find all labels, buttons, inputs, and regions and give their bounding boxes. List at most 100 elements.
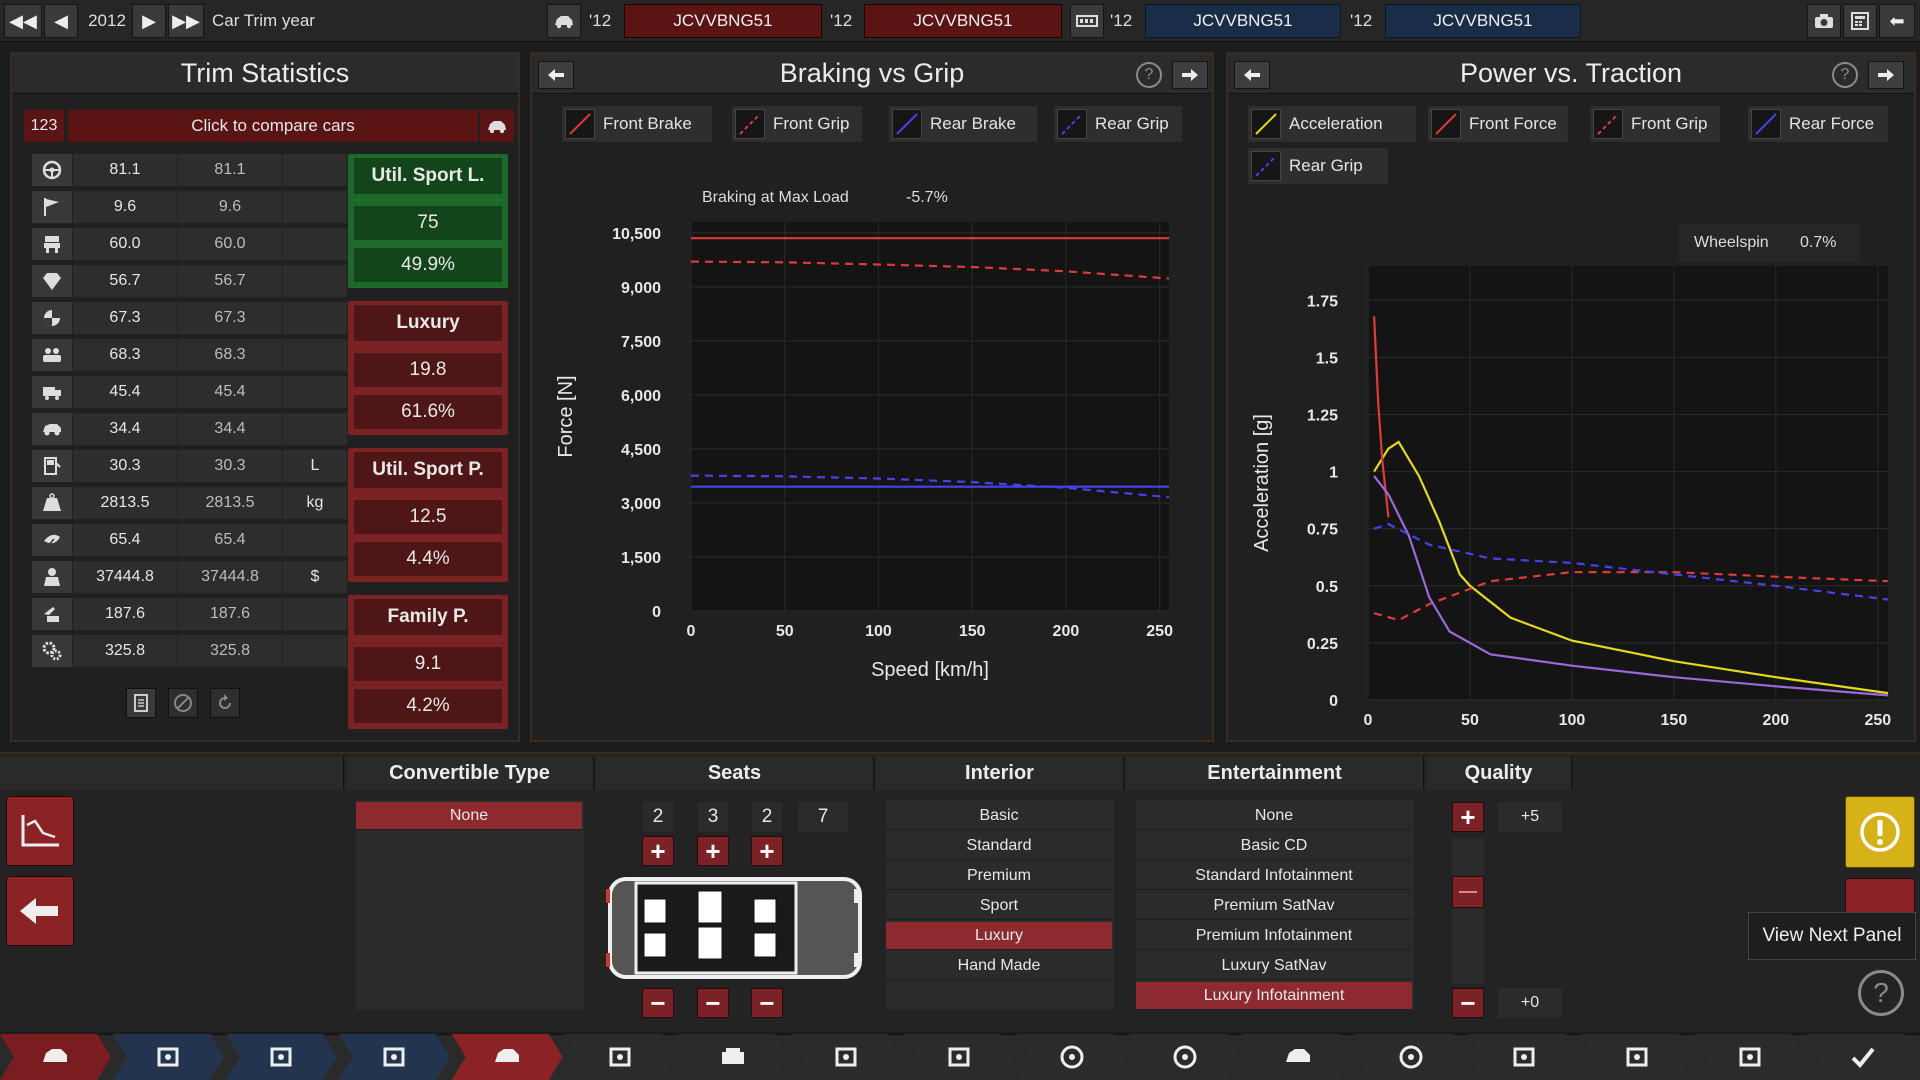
quality-decrease-button[interactable]: − — [1452, 988, 1484, 1018]
prev-chart-icon[interactable] — [538, 61, 574, 89]
legend-front-force[interactable]: Front Force — [1428, 106, 1568, 142]
entertainment-option[interactable]: None — [1136, 802, 1412, 830]
reset-icon[interactable] — [210, 688, 240, 718]
camera-icon[interactable] — [1807, 4, 1841, 38]
rewind-icon[interactable]: ◀◀ — [4, 4, 42, 38]
nav-tab-suspension[interactable] — [226, 1034, 337, 1080]
remove-front-seat-button[interactable]: − — [642, 988, 674, 1018]
remove-rear-seat-button[interactable]: − — [751, 988, 783, 1018]
prev-year-icon[interactable]: ◀ — [44, 4, 78, 38]
entertainment-option[interactable]: Luxury Infotainment — [1136, 982, 1412, 1010]
plot-area — [691, 222, 1169, 611]
nav-tab-safety[interactable] — [1581, 1034, 1692, 1080]
nav-tab-tyre[interactable] — [1016, 1034, 1127, 1080]
prev-chart-icon[interactable] — [1234, 61, 1270, 89]
add-rear-seat-button[interactable]: + — [751, 836, 783, 866]
nav-tab-trim[interactable] — [452, 1034, 563, 1080]
fast-forward-icon[interactable]: ▶▶ — [168, 4, 204, 38]
remove-middle-seat-button[interactable]: − — [697, 988, 729, 1018]
warning-button[interactable] — [1845, 796, 1915, 868]
help-icon[interactable]: ? — [1832, 62, 1858, 88]
warning-icon — [1860, 812, 1900, 852]
legend-rear-grip[interactable]: Rear Grip — [1248, 148, 1388, 184]
nav-tab-seats-tab[interactable] — [565, 1034, 676, 1080]
car-1-selector[interactable]: JCVVBNG51 — [624, 4, 822, 38]
cancel-icon[interactable] — [168, 688, 198, 718]
add-middle-seat-button[interactable]: + — [697, 836, 729, 866]
series-front-grip — [1373, 571, 1889, 622]
legend-front-grip[interactable]: Front Grip — [1590, 106, 1720, 142]
interior-option[interactable]: Basic — [886, 802, 1112, 830]
back-arrow-icon[interactable]: ⬅ — [1879, 4, 1915, 38]
convertible-option[interactable]: None — [356, 802, 582, 830]
interior-option[interactable]: Hand Made — [886, 952, 1112, 980]
category-block[interactable]: Util. Sport L. 75 49.9% — [348, 154, 508, 288]
interior-option[interactable]: Luxury — [886, 922, 1112, 950]
quality-slider-track[interactable] — [1452, 838, 1484, 984]
nav-tab-body[interactable] — [0, 1034, 111, 1080]
back-button[interactable] — [6, 876, 74, 946]
category-block[interactable]: Family P. 9.1 4.2% — [348, 595, 508, 729]
stat-value-current: 60.0 — [72, 228, 177, 261]
entertainment-option[interactable]: Basic CD — [1136, 832, 1412, 860]
legend-rear-brake[interactable]: Rear Brake — [889, 106, 1037, 142]
entertainment-option[interactable]: Premium Infotainment — [1136, 922, 1412, 950]
nav-tab-brakes[interactable] — [1129, 1034, 1240, 1080]
steering-wheel-icon — [32, 154, 72, 187]
nav-tab-steering[interactable] — [1355, 1034, 1466, 1080]
seats-header: Seats — [596, 756, 874, 790]
chart-axes-button[interactable] — [6, 796, 74, 866]
add-front-seat-button[interactable]: + — [642, 836, 674, 866]
nav-tab-balance-tab[interactable] — [1468, 1034, 1579, 1080]
category-block[interactable]: Util. Sport P. 12.5 4.4% — [348, 448, 508, 582]
entertainment-option[interactable]: Luxury SatNav — [1136, 952, 1412, 980]
entertainment-option[interactable]: Premium SatNav — [1136, 892, 1412, 920]
compare-count-badge[interactable]: 123 — [24, 110, 64, 142]
nav-tab-gearbox[interactable] — [904, 1034, 1015, 1080]
interior-option[interactable]: Premium — [886, 862, 1112, 890]
report-icon[interactable] — [126, 688, 156, 718]
legend-label: Rear Grip — [1289, 156, 1363, 175]
legend-rear-force[interactable]: Rear Force — [1748, 106, 1888, 142]
legend-front-brake[interactable]: Front Brake — [562, 106, 712, 142]
car-icon[interactable] — [547, 4, 581, 38]
axes-icon — [21, 815, 59, 847]
nav-tab-testing[interactable] — [1694, 1034, 1805, 1080]
help-icon[interactable]: ? — [1136, 62, 1162, 88]
tyre-icon — [1057, 1044, 1087, 1070]
car-4-selector[interactable]: JCVVBNG51 — [1385, 4, 1581, 38]
passengers-icon — [32, 339, 72, 372]
quality-current-label: +0 — [1498, 988, 1562, 1018]
interior-option[interactable]: Sport — [886, 892, 1112, 920]
stat-value-current: 65.4 — [72, 524, 177, 557]
environment-icon — [32, 524, 72, 557]
category-block[interactable]: Luxury 19.8 61.6% — [348, 301, 508, 435]
calculator-icon[interactable] — [1843, 4, 1877, 38]
compare-car-icon[interactable] — [480, 110, 514, 142]
nav-tab-fixture[interactable] — [791, 1034, 902, 1080]
next-chart-icon[interactable] — [1868, 61, 1904, 89]
legend-acceleration[interactable]: Acceleration — [1248, 106, 1416, 142]
nav-tab-chassis-frame[interactable] — [113, 1034, 224, 1080]
nav-tab-drivetrain[interactable] — [339, 1034, 450, 1080]
compare-cars-button[interactable]: Click to compare cars — [68, 110, 478, 142]
nav-tab-aero[interactable] — [1242, 1034, 1353, 1080]
entertainment-option[interactable]: Standard Infotainment — [1136, 862, 1412, 890]
quality-increase-button[interactable]: + — [1452, 802, 1484, 832]
seats-layout-icon[interactable] — [1070, 4, 1104, 38]
legend-rear-grip[interactable]: Rear Grip — [1054, 106, 1182, 142]
legend-front-grip[interactable]: Front Grip — [732, 106, 862, 142]
help-icon[interactable]: ? — [1858, 970, 1904, 1016]
quality-slider-handle[interactable] — [1452, 876, 1484, 908]
nav-tab-engine[interactable] — [678, 1034, 789, 1080]
next-year-icon[interactable]: ▶ — [132, 4, 166, 38]
next-chart-icon[interactable] — [1172, 61, 1208, 89]
nav-tab-finish[interactable] — [1807, 1034, 1918, 1080]
car-3-selector[interactable]: JCVVBNG51 — [1145, 4, 1341, 38]
legend-label: Rear Grip — [1095, 114, 1169, 133]
interior-option[interactable]: Standard — [886, 832, 1112, 860]
stat-unit: $ — [282, 561, 347, 594]
gears-icon — [32, 635, 72, 668]
car-2-selector[interactable]: JCVVBNG51 — [864, 4, 1062, 38]
front-grip-swatch — [1593, 109, 1623, 139]
